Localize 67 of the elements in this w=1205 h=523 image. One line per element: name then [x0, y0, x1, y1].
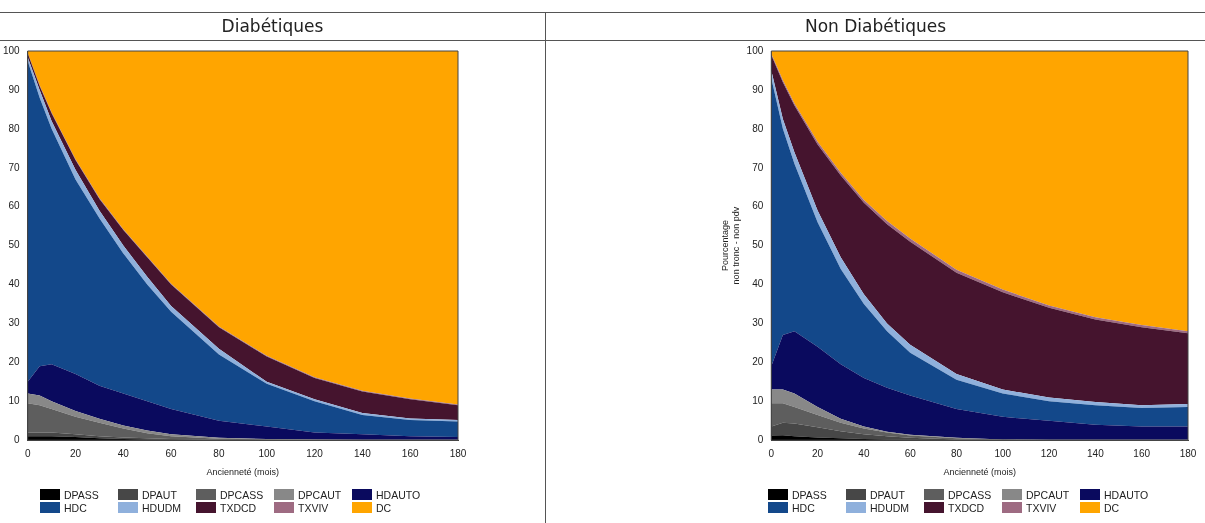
x-tick-label: 180	[1179, 447, 1197, 459]
x-tick-label: 140	[1087, 447, 1105, 459]
x-tick-label: 180	[449, 447, 467, 459]
x-tick-label: 0	[24, 447, 31, 459]
y-tick-label: 60	[8, 200, 21, 212]
x-tick-label: 20	[69, 447, 82, 459]
x-tick-label: 100	[994, 447, 1012, 459]
y-tick-label: 60	[752, 200, 764, 212]
legend-label: HDAUTO	[1103, 488, 1150, 501]
y-tick-label: 90	[8, 83, 21, 95]
y-tick-label: 40	[752, 278, 764, 290]
x-tick-label: 120	[1040, 447, 1058, 459]
legend-label: TXVIV	[297, 501, 330, 514]
y-tick-label: 100	[746, 44, 764, 56]
y-tick-label: 20	[8, 356, 21, 368]
legend-label: DPCASS	[947, 488, 993, 501]
y-tick-label: 40	[8, 278, 21, 290]
x-tick-label: 60	[904, 447, 917, 459]
x-tick-label: 40	[858, 447, 870, 459]
x-tick-label: 40	[117, 447, 130, 459]
legend-label: DPAUT	[141, 488, 178, 501]
legend-label: HDUDM	[869, 501, 911, 514]
x-axis-title: Ancienneté (mois)	[206, 467, 280, 478]
y-tick-label: 70	[8, 161, 21, 173]
x-tick-label: 80	[213, 447, 225, 459]
x-tick-label: 100	[258, 447, 276, 459]
legend-label: DPCAUT	[1025, 488, 1071, 501]
legend-label: HDUDM	[141, 501, 183, 514]
y-tick-label: 30	[752, 317, 764, 329]
y-tick-label: 20	[752, 356, 764, 368]
y-tick-label: 80	[752, 122, 764, 134]
legend-label: DC	[375, 501, 393, 514]
y-tick-label: 0	[757, 433, 764, 445]
y-tick-label: 30	[8, 317, 21, 329]
x-tick-label: 20	[812, 447, 824, 459]
chart-title: Non Diabétiques	[546, 12, 1205, 41]
y-tick-label: 70	[752, 161, 764, 173]
y-tick-label: 80	[8, 122, 21, 134]
x-tick-label: 120	[306, 447, 324, 459]
legend-label: DPAUT	[869, 488, 906, 501]
legend-label: DPASS	[63, 488, 100, 501]
x-tick-label: 160	[401, 447, 419, 459]
y-tick-label: 0	[14, 433, 21, 445]
legend-label: DC	[1103, 501, 1121, 514]
x-tick-label: 140	[354, 447, 372, 459]
legend-label: DPCAUT	[297, 488, 343, 501]
legend-label: HDC	[791, 501, 816, 514]
x-tick-label: 60	[165, 447, 178, 459]
y-axis-title: Pourcentage non tronc - non pdv	[719, 206, 741, 285]
x-tick-label: 160	[1133, 447, 1151, 459]
y-tick-label: 10	[8, 395, 21, 407]
chart-title: Diabétiques	[0, 12, 545, 41]
legend-label: TXDCD	[947, 501, 986, 514]
y-tick-label: 50	[752, 239, 764, 251]
x-tick-label: 0	[768, 447, 775, 459]
x-tick-label: 80	[950, 447, 963, 459]
legend-label: TXDCD	[219, 501, 258, 514]
y-tick-label: 90	[752, 83, 764, 95]
legend-label: DPCASS	[219, 488, 265, 501]
legend-label: DPASS	[791, 488, 828, 501]
legend-label: HDC	[63, 501, 88, 514]
y-tick-label: 50	[8, 239, 21, 251]
y-tick-label: 10	[752, 395, 764, 407]
legend-label: TXVIV	[1025, 501, 1058, 514]
legend-label: HDAUTO	[375, 488, 422, 501]
y-tick-label: 100	[3, 44, 21, 56]
x-axis-title: Ancienneté (mois)	[943, 467, 1016, 478]
